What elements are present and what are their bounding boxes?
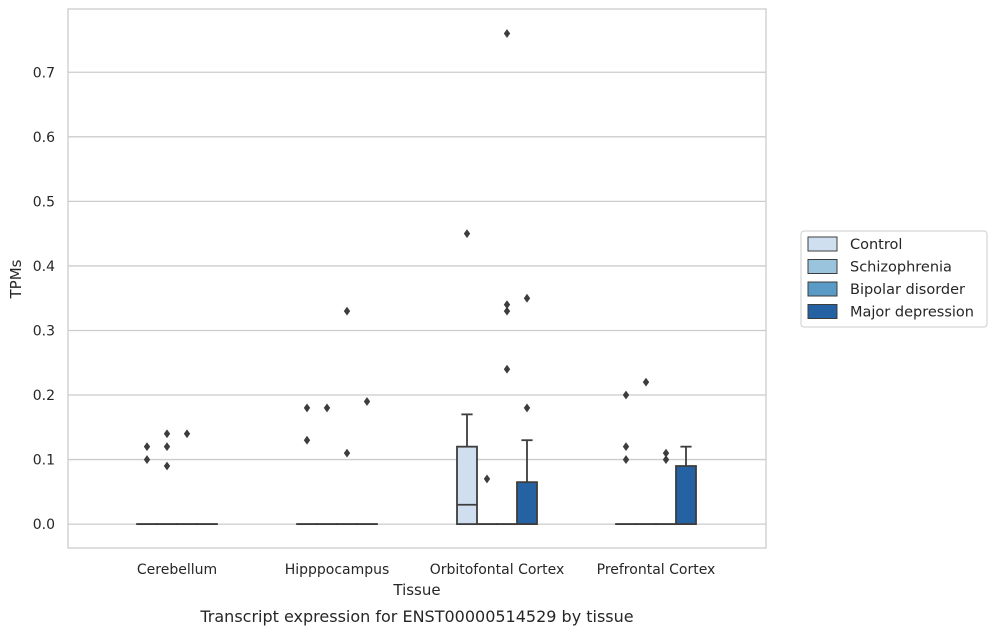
outlier-point	[483, 474, 491, 484]
outlier-point	[503, 306, 511, 316]
outlier-point	[323, 403, 331, 413]
outlier-point	[463, 229, 471, 239]
x-tick-label: Prefrontal Cortex	[597, 562, 716, 578]
outlier-point	[642, 377, 650, 387]
y-tick-label: 0.7	[33, 65, 55, 81]
y-tick-label: 0.0	[33, 517, 55, 533]
box-major-depression	[675, 445, 697, 526]
legend-frame	[800, 230, 988, 328]
y-tick-label: 0.3	[33, 323, 55, 339]
x-tick-label: Orbitofontal Cortex	[430, 562, 565, 578]
outlier-point	[503, 300, 511, 310]
legend-item: Schizophrenia	[807, 259, 952, 276]
outlier-point	[343, 448, 351, 458]
box-body	[675, 465, 697, 526]
outlier-point	[662, 455, 670, 464]
legend-swatch	[807, 281, 838, 297]
outlier-point	[523, 293, 531, 303]
box-major-depression	[516, 439, 538, 526]
chart-caption: Transcript expression for ENST0000051452…	[199, 607, 633, 626]
outlier-point	[343, 306, 351, 316]
y-tick-label: 0.5	[33, 194, 55, 210]
legend-item: Control	[807, 236, 902, 253]
x-tick-label: Cerebellum	[137, 562, 217, 578]
y-axis-label: TPMs	[7, 259, 25, 299]
box-body	[456, 445, 478, 526]
gridlines	[68, 71, 766, 525]
outlier-point	[303, 435, 311, 445]
legend-item: Bipolar disorder	[807, 281, 965, 298]
legend-swatch	[807, 236, 838, 252]
y-tick-label: 0.1	[33, 453, 55, 469]
outlier-point	[303, 403, 311, 413]
legend-label: Bipolar disorder	[850, 282, 965, 298]
outlier-point	[622, 442, 630, 452]
y-tick-label: 0.4	[33, 259, 55, 275]
legend: Control Schizophrenia Bipolar disorder Majo…	[800, 230, 988, 328]
x-axis-label: Tissue	[392, 581, 440, 599]
outlier-point	[622, 455, 630, 464]
legend-label: Schizophrenia	[850, 260, 952, 276]
legend-swatch	[807, 259, 838, 274]
outlier-point	[163, 461, 171, 471]
legend-item: Major depression	[807, 304, 974, 321]
outliers	[143, 29, 670, 484]
box-control	[456, 413, 478, 526]
plot-frame	[67, 8, 767, 549]
boxes	[136, 413, 697, 526]
outlier-point	[143, 455, 151, 464]
y-tick-label: 0.6	[33, 130, 55, 146]
legend-label: Major depression	[850, 305, 974, 321]
outlier-point	[622, 390, 630, 400]
outlier-point	[143, 442, 151, 452]
legend-swatch	[807, 304, 838, 319]
y-tick-label: 0.2	[33, 388, 55, 404]
outlier-point	[163, 429, 171, 439]
outlier-point	[503, 29, 511, 38]
y-axis-ticks: 0.0 0.1 0.2 0.3 0.4 0.5 0.6 0.7	[33, 65, 55, 533]
outlier-point	[183, 429, 191, 439]
x-axis-ticks: Cerebellum Hipppocampus Orbitofontal Corte…	[137, 562, 715, 578]
outlier-point	[503, 364, 511, 374]
outlier-point	[523, 403, 531, 413]
outlier-point	[163, 442, 171, 452]
outlier-point	[363, 397, 371, 406]
x-tick-label: Hipppocampus	[285, 562, 390, 578]
outlier-point	[662, 448, 670, 458]
box-body	[516, 481, 538, 526]
legend-label: Control	[850, 237, 902, 253]
